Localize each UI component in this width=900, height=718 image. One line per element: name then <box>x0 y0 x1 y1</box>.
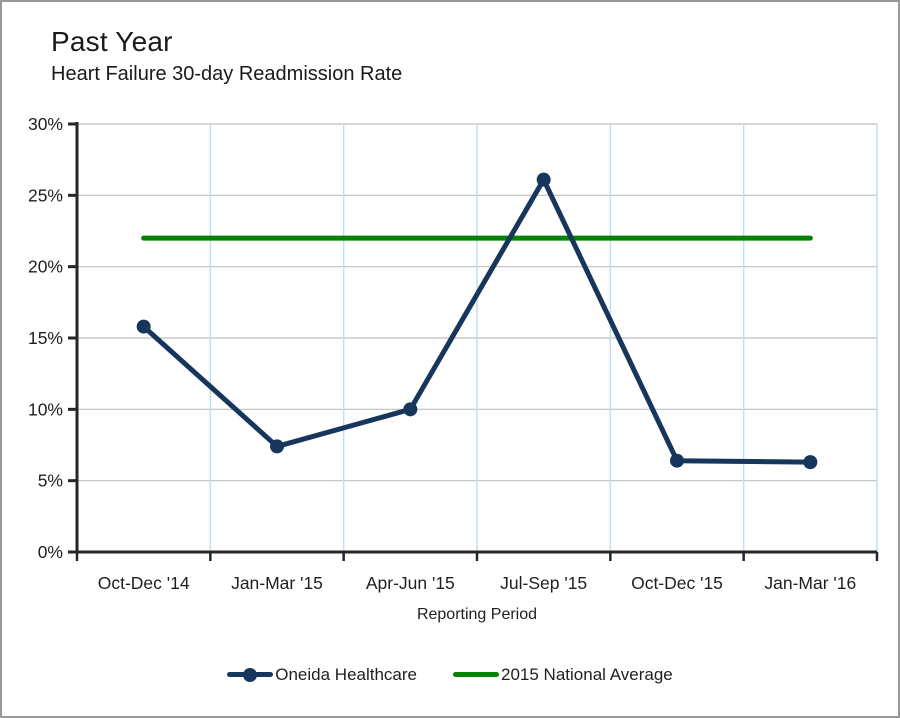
y-tick-label: 20% <box>28 257 63 277</box>
x-tick-label: Jan-Mar '15 <box>231 573 323 593</box>
legend-line <box>453 672 500 677</box>
data-point-marker <box>136 319 151 334</box>
legend-label: Oneida Healthcare <box>275 665 418 684</box>
x-tick-label: Oct-Dec '14 <box>98 573 190 593</box>
y-tick-label: 5% <box>38 471 63 491</box>
data-point-marker <box>270 439 284 454</box>
legend-item-national-average: 2015 National Average <box>453 665 673 685</box>
line-chart-canvas: 0% 5% 10% 15% 20% 25% 30% Oct-Dec '14 Jan-Mar '1… <box>28 114 879 593</box>
x-tick-label: Apr-Jun '15 <box>366 573 455 593</box>
y-tick-label: 15% <box>28 328 63 348</box>
x-axis-title: Reporting Period <box>416 606 538 623</box>
line-with-marker-swatch-icon <box>227 668 274 682</box>
y-tick-label: 0% <box>38 542 63 562</box>
legend-marker-dot <box>243 668 258 682</box>
line-swatch-icon <box>453 668 500 682</box>
legend-item-oneida-healthcare: Oneida Healthcare <box>227 665 417 685</box>
data-point-marker <box>803 455 818 470</box>
legend-label: 2015 National Average <box>501 665 673 684</box>
series-line <box>141 177 813 465</box>
chart-legend: Oneida Healthcare 2015 National Average <box>2 665 898 685</box>
data-point-marker <box>403 402 418 417</box>
data-point-marker <box>670 453 684 468</box>
chart-title: Past Year <box>51 26 173 57</box>
y-tick-label: 10% <box>28 399 63 419</box>
y-tick-label: 25% <box>28 185 63 205</box>
x-tick-label: Jan-Mar '16 <box>764 573 856 593</box>
x-tick-label: Oct-Dec '15 <box>631 573 723 593</box>
x-tick-label: Jul-Sep '15 <box>500 573 587 593</box>
y-tick-label: 30% <box>28 114 63 134</box>
chart-subtitle: Heart Failure 30-day Readmission Rate <box>51 63 403 85</box>
data-point-marker <box>536 172 551 187</box>
